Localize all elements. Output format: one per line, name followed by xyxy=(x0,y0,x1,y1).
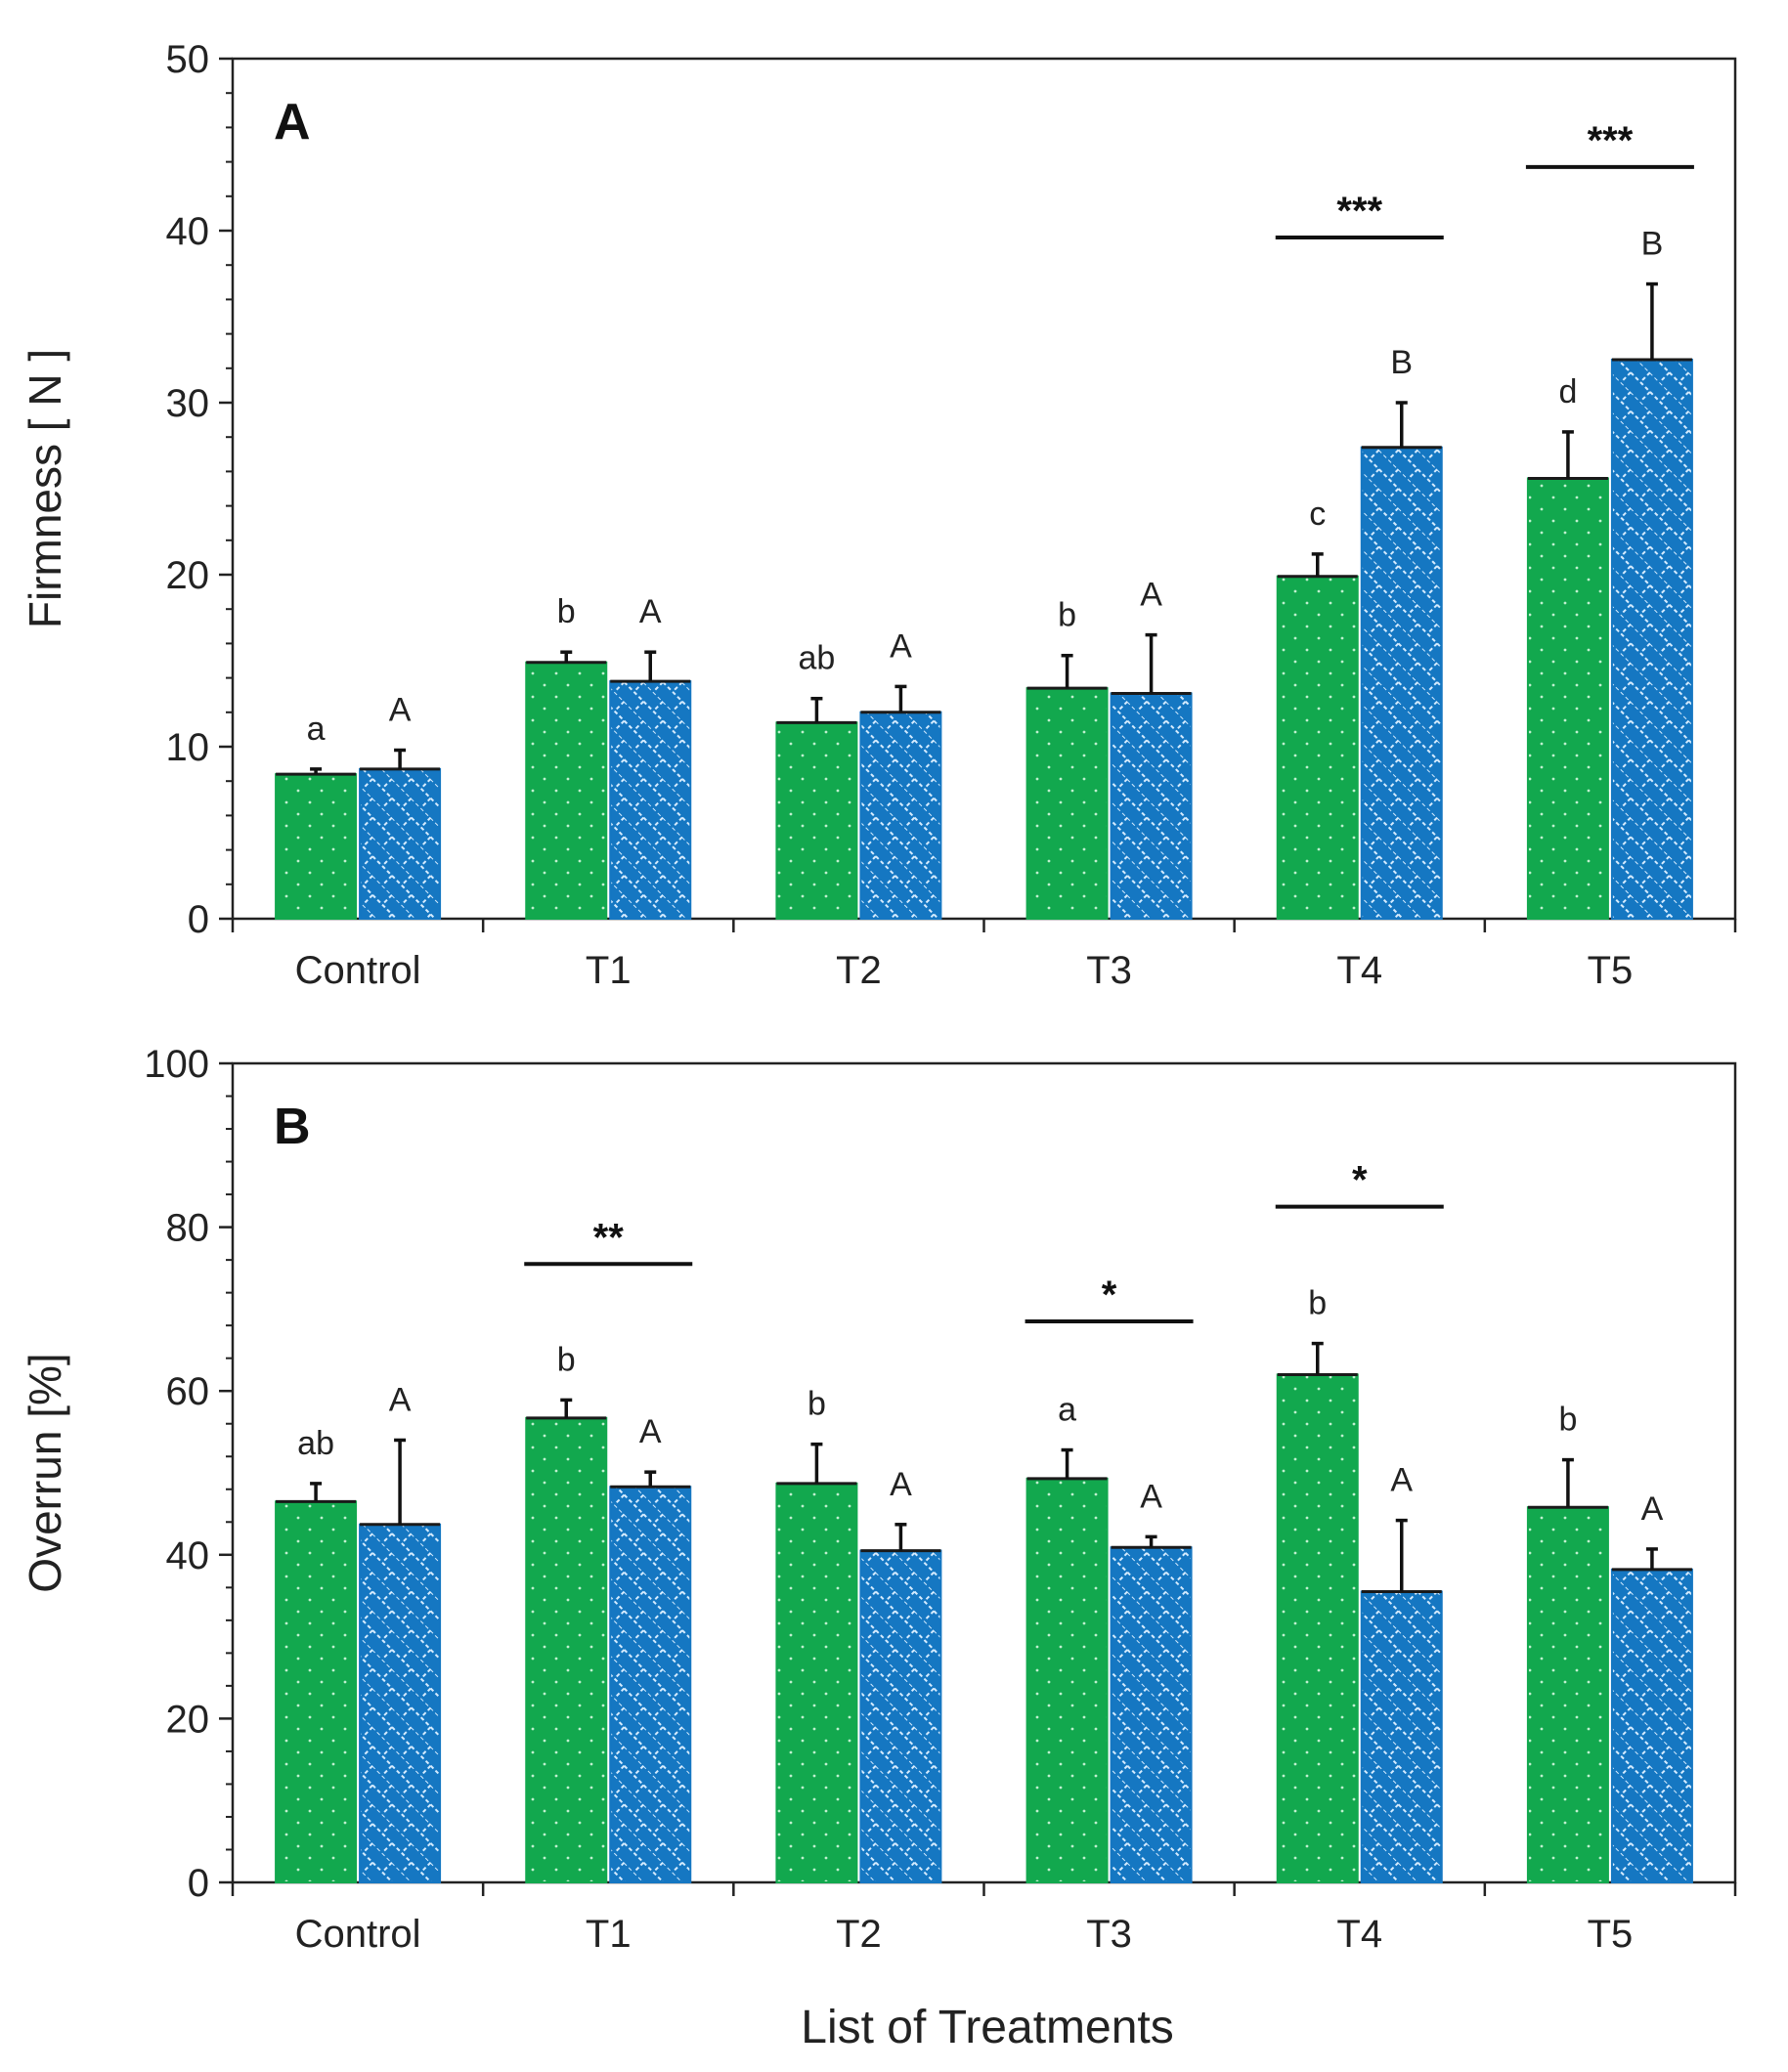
y-tick-label: 30 xyxy=(166,382,210,425)
x-tick-label: T5 xyxy=(1588,949,1634,992)
significance-stars: * xyxy=(1102,1273,1117,1317)
y-tick-label: 100 xyxy=(144,1043,209,1086)
plot-frame xyxy=(231,1061,1737,1884)
bar-1 xyxy=(1025,687,1109,920)
y-tick-label: 60 xyxy=(166,1370,210,1413)
significance-letter: A xyxy=(1390,1462,1413,1499)
x-tick-label: T5 xyxy=(1588,1913,1634,1956)
significance-letter: b xyxy=(807,1386,826,1423)
significance-letter: A xyxy=(1140,577,1162,614)
bars xyxy=(275,281,1693,920)
bar-1 xyxy=(1276,1373,1359,1883)
significance-letter: ab xyxy=(799,640,836,677)
significance-stars: * xyxy=(1352,1159,1368,1202)
chart-panel-a: 0 10 20 30 40 50 Control T1 T2 T3 T4 T5 a Ab Aab Ab Ac B… xyxy=(20,38,1737,992)
bar-2 xyxy=(609,1486,692,1883)
bar-2 xyxy=(359,767,442,920)
significance-stars: *** xyxy=(1336,190,1382,233)
significance-letter: b xyxy=(1558,1402,1577,1439)
x-tick-label: Control xyxy=(295,949,421,992)
significance-letter: A xyxy=(639,1413,662,1450)
bar-2 xyxy=(1110,1546,1193,1884)
significance-letter: A xyxy=(1641,1490,1664,1528)
x-tick-label: T2 xyxy=(836,949,882,992)
bar-1 xyxy=(775,721,858,920)
significance-letter: b xyxy=(557,1341,576,1378)
x-tick-label: T4 xyxy=(1336,949,1382,992)
significance-letter: B xyxy=(1390,344,1413,381)
bar-2 xyxy=(859,1549,942,1883)
y-tick-label: 40 xyxy=(166,210,210,253)
significance-letter: ab xyxy=(297,1425,334,1462)
x-tick-label: T3 xyxy=(1086,1913,1132,1956)
significance-letter: A xyxy=(890,627,912,665)
bar-2 xyxy=(1610,1568,1693,1884)
bar-2 xyxy=(1360,1590,1443,1883)
significance-letter: A xyxy=(639,593,662,630)
x-tick-label: T2 xyxy=(836,1913,882,1956)
annotations: a Ab Aab Ab Ac Bd B *** *** xyxy=(307,119,1694,748)
y-tick-label: 0 xyxy=(188,898,209,941)
significance-letter: c xyxy=(1309,496,1326,533)
x-tick-label: T1 xyxy=(586,949,632,992)
y-axis-label: Firmness [ N ] xyxy=(20,349,70,628)
bar-1 xyxy=(1526,477,1609,920)
y-tick-label: 0 xyxy=(188,1862,209,1905)
significance-letter: d xyxy=(1558,373,1577,410)
axis-ticks: 0 10 20 30 40 50 Control T1 T2 T3 T4 T5 xyxy=(166,38,1737,992)
x-tick-label: Control xyxy=(295,1913,421,1956)
significance-letter: b xyxy=(1058,597,1076,634)
x-tick-label: T1 xyxy=(586,1913,632,1956)
x-axis-label: List of Treatments xyxy=(801,2002,1174,2053)
y-tick-label: 40 xyxy=(166,1534,210,1577)
bar-1 xyxy=(1025,1477,1109,1883)
panel-label: B xyxy=(274,1099,311,1155)
y-tick-label: 80 xyxy=(166,1207,210,1250)
y-tick-label: 20 xyxy=(166,554,210,597)
significance-letter: A xyxy=(389,692,412,729)
bar-2 xyxy=(609,680,692,920)
significance-letter: b xyxy=(1308,1285,1327,1322)
significance-letter: B xyxy=(1641,226,1664,263)
significance-letter: A xyxy=(1140,1478,1162,1515)
bars xyxy=(275,1341,1693,1884)
panel-label: A xyxy=(274,94,311,151)
axis-ticks: 0 20 40 60 80 100 Control T1 T2 T3 T4 T5 xyxy=(144,1043,1737,1956)
bar-1 xyxy=(275,773,358,920)
significance-letter: a xyxy=(307,711,326,748)
significance-letter: A xyxy=(890,1466,912,1503)
bar-2 xyxy=(1360,446,1443,920)
y-tick-label: 10 xyxy=(166,726,210,769)
significance-letter: a xyxy=(1058,1392,1076,1429)
chart-panel-b: 0 20 40 60 80 100 Control T1 T2 T3 T4 T5 ab Ab Ab Aa Ab… xyxy=(20,1043,1737,1956)
y-tick-label: 20 xyxy=(166,1698,210,1741)
y-tick-label: 50 xyxy=(166,38,210,81)
y-axis-label: Overrun [%] xyxy=(20,1353,70,1592)
plot-frame xyxy=(231,57,1737,921)
bar-1 xyxy=(525,1416,608,1883)
bar-1 xyxy=(275,1500,358,1883)
bar-2 xyxy=(1610,359,1693,920)
bar-1 xyxy=(1526,1506,1609,1884)
significance-letter: b xyxy=(557,593,576,630)
bar-2 xyxy=(359,1523,442,1883)
x-tick-label: T3 xyxy=(1086,949,1132,992)
bar-1 xyxy=(525,661,608,920)
significance-letter: A xyxy=(389,1381,412,1418)
bar-1 xyxy=(775,1482,858,1884)
significance-stars: ** xyxy=(593,1216,625,1259)
significance-stars: *** xyxy=(1588,119,1634,162)
bar-2 xyxy=(1110,692,1193,920)
x-tick-label: T4 xyxy=(1336,1913,1382,1956)
bar-1 xyxy=(1276,575,1359,920)
bar-2 xyxy=(859,711,942,920)
